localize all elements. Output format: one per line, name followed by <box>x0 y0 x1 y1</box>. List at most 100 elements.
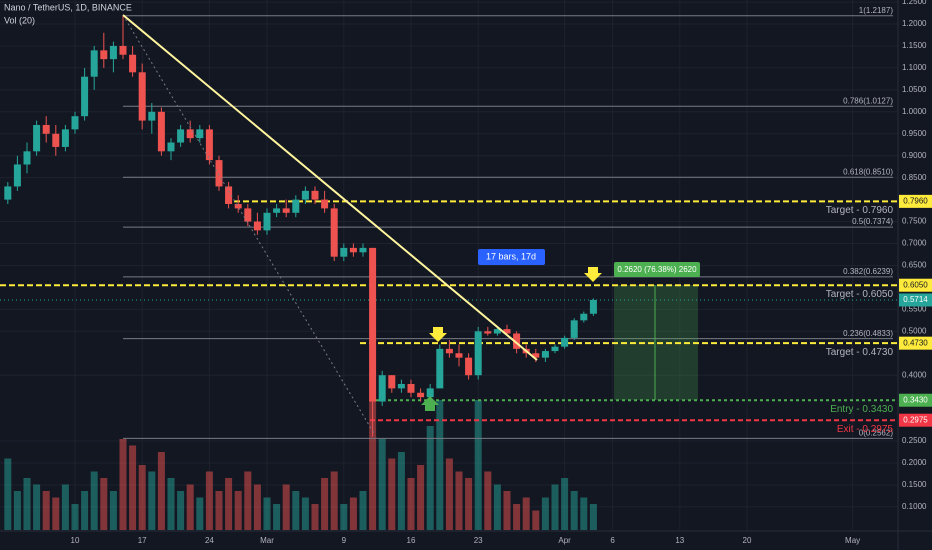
candle-body <box>100 50 108 60</box>
volume-bar <box>551 484 559 530</box>
candle-body <box>397 383 405 389</box>
price-tag <box>899 293 932 307</box>
volume-bar <box>177 491 185 530</box>
volume-bar <box>570 491 578 530</box>
dotted-trendline <box>122 14 376 436</box>
fib-label: 0.5(0.7374) <box>852 217 893 226</box>
volume-bar <box>349 497 357 530</box>
y-tick-label: 0.4000 <box>902 370 927 379</box>
volume-bar <box>407 478 415 530</box>
volume-bar <box>484 471 492 530</box>
volume-bar <box>561 478 569 530</box>
volume-bar <box>359 491 367 530</box>
y-tick-label: 0.2500 <box>902 436 927 445</box>
candle-body <box>129 54 137 73</box>
y-tick-label: 0.7500 <box>902 217 927 226</box>
candle-body <box>292 199 300 213</box>
candle-body <box>455 353 463 358</box>
arrow-down <box>584 267 602 282</box>
volume-bar <box>292 491 300 530</box>
volume-bar <box>119 439 127 530</box>
y-tick-label: 0.9500 <box>902 129 927 138</box>
candle-body <box>244 208 252 222</box>
trendline <box>122 14 538 361</box>
candle-body <box>42 124 50 134</box>
y-tick-label: 0.1000 <box>902 502 927 511</box>
volume-bar <box>436 400 444 530</box>
volume-bar <box>42 491 50 530</box>
arrow-down <box>429 327 447 342</box>
candle-body <box>378 375 386 402</box>
candle-body <box>23 151 31 165</box>
volume-bar <box>100 478 108 530</box>
candle-body <box>493 329 501 334</box>
volume-bar <box>397 452 405 530</box>
volume-bar <box>541 497 549 530</box>
candle-body <box>474 331 482 376</box>
x-tick-label: 20 <box>743 536 752 545</box>
volume-bar <box>81 491 89 530</box>
candle-body <box>532 353 540 358</box>
volume-bar <box>445 458 453 530</box>
volume-bar <box>61 484 69 530</box>
candle-body <box>13 164 21 187</box>
volume-bar <box>503 491 511 530</box>
price-tag-label: 0.3430 <box>903 395 928 404</box>
y-tick-label: 1.2500 <box>902 0 927 6</box>
volume-bar <box>225 478 233 530</box>
candle-body <box>417 392 425 398</box>
candle-body <box>503 329 511 334</box>
volume-bar <box>273 504 281 530</box>
candle-body <box>349 247 357 253</box>
x-tick-label: 16 <box>407 536 416 545</box>
volume-bar <box>196 497 204 530</box>
price-tag <box>899 278 932 292</box>
candle-body <box>570 320 578 338</box>
volume-bar <box>369 400 377 530</box>
candle-body <box>484 331 492 334</box>
candle-body <box>109 45 117 60</box>
volume-bar <box>330 471 338 530</box>
volume-bar <box>167 478 175 530</box>
measure-label: 0.2620 (76.38%) 2620 <box>617 265 697 274</box>
volume-bar <box>522 497 530 530</box>
price-tag-label: 0.2975 <box>903 415 928 424</box>
indicator-label: Vol (20) <box>4 15 35 25</box>
y-tick-label: 0.5000 <box>902 326 927 335</box>
candles <box>4 15 597 437</box>
candle-body <box>561 337 569 347</box>
level-label: Entry - 0.3430 <box>830 404 893 415</box>
volume-bar <box>33 484 41 530</box>
volume-bar <box>493 484 501 530</box>
y-tick-label: 1.0500 <box>902 85 927 94</box>
measure-label-box <box>614 262 700 277</box>
volume-bar <box>215 491 223 530</box>
volume-bar <box>532 510 540 530</box>
range-label: 17 bars, 17d <box>486 251 536 261</box>
candle-body <box>177 129 185 143</box>
volume-bar <box>109 491 117 530</box>
candle-body <box>551 346 559 352</box>
price-tag <box>899 393 932 407</box>
price-tag-label: 0.6050 <box>903 280 928 289</box>
level-label: Exit - 0.2975 <box>837 424 894 435</box>
candle-body <box>4 186 12 200</box>
candle-body <box>167 142 175 152</box>
level-label: Target - 0.6050 <box>826 289 894 300</box>
level-label: Target - 0.7960 <box>826 205 894 216</box>
volume-bar <box>417 465 425 530</box>
volume-bar <box>474 400 482 530</box>
y-tick-label: 1.1000 <box>902 63 927 72</box>
volume-bar <box>580 497 588 530</box>
fib-label: 0(0.2562) <box>859 428 894 437</box>
volume-bar <box>71 504 79 530</box>
volume-bar <box>4 458 12 530</box>
candle-body <box>541 351 549 358</box>
y-tick-label: 1.1500 <box>902 41 927 50</box>
y-tick-label: 0.1500 <box>902 480 927 489</box>
volume-bar <box>52 497 60 530</box>
volume-bar <box>388 458 396 530</box>
y-tick-label: 1.2000 <box>902 19 927 28</box>
candle-body <box>330 208 338 257</box>
